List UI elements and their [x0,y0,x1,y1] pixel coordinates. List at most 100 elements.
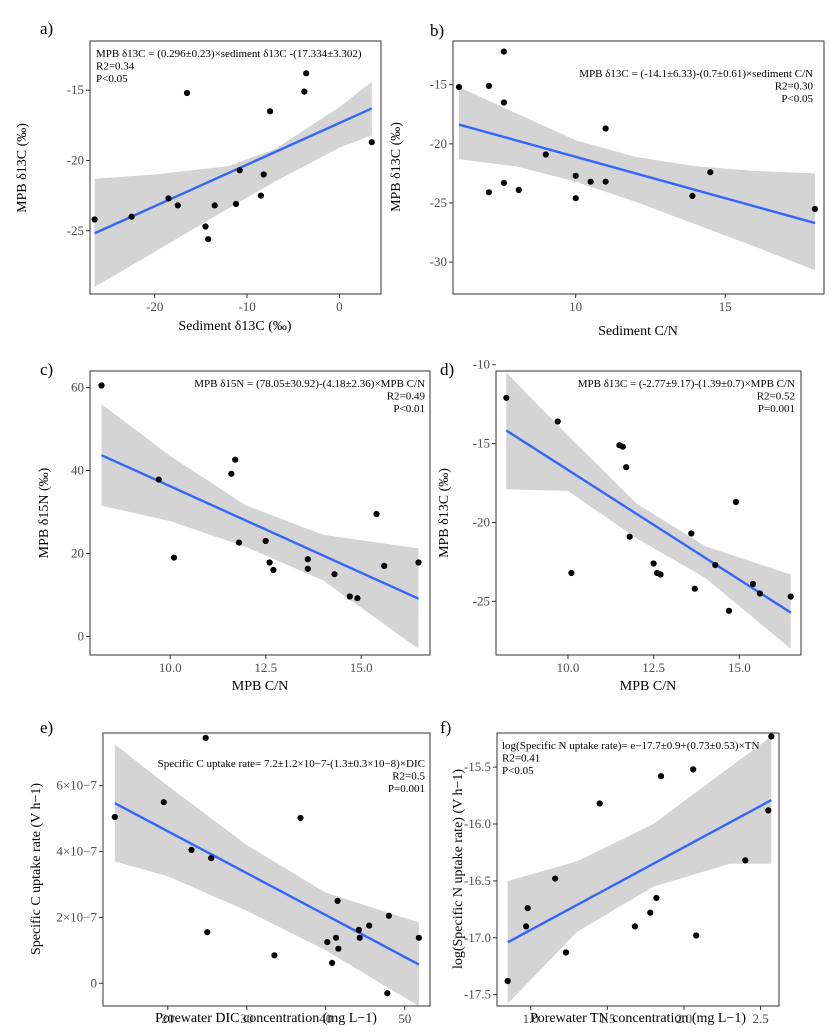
y-tick-label: -25 [473,593,490,608]
data-point [183,89,191,97]
data-point [267,108,274,115]
x-axis-label: Sediment δ13C (‰) [178,319,291,334]
data-point [354,595,361,602]
data-point [228,470,235,477]
data-point [500,48,507,55]
data-point [202,734,209,742]
data-point [304,556,311,563]
data-point [236,167,243,174]
panel-label: d) [440,360,454,379]
data-point [650,560,657,567]
panel-f: f) 1.0 1.5 2.0 2.5 -17.5 -17.0 -16.5 -16.0 -15.5 P… [440,718,780,1026]
data-point [515,186,522,194]
data-point [619,443,626,450]
data-point [768,733,775,740]
y-tick-label: -17.5 [464,987,491,1002]
data-point [270,566,277,574]
x-tick-label: 0 [336,299,343,314]
statistic-label: P<0.05 [781,93,813,105]
y-axis-label: MPB δ13C (‰) [389,122,404,212]
statistic-label: P=0.001 [388,783,425,795]
data-point [485,189,492,196]
data-point [596,800,603,807]
y-tick-label: 20 [71,545,84,560]
data-point [368,139,375,146]
data-point [504,977,511,985]
data-point [324,939,331,946]
x-tick-label: 20 [161,1011,174,1026]
data-point [562,949,570,956]
y-tick-label: 0 [91,975,98,990]
data-point [232,456,239,463]
data-point [707,169,714,176]
panel-c: c) 10.0 12.5 15.0 0 20 40 60 MPB C/N MPB δ15N (‰)… [37,360,431,694]
y-tick-label: -20 [430,136,447,151]
x-tick-label: 10 [569,299,582,314]
data-point [657,773,665,780]
data-point [355,926,362,934]
data-point [385,912,392,919]
plot-frame [496,732,780,1007]
x-tick-label: 10.0 [159,660,182,675]
x-tick-label: 2.0 [676,1011,692,1026]
y-tick-label: -30 [430,254,447,269]
y-tick-label: 40 [71,463,84,478]
x-tick-label: 15 [719,299,732,314]
y-tick-label: -15 [473,436,490,451]
regression-line [458,123,816,225]
data-point [455,84,463,91]
plot-frame [452,40,825,295]
panel-a: a) -20 -10 0 -25 -20 -15 Sediment δ13C (‰) MPB δ… [15,19,382,334]
data-point [554,418,561,425]
x-tick-label: 2.5 [752,1011,768,1026]
x-tick-label: -20 [146,299,163,314]
data-point [91,216,98,223]
data-point [346,593,353,600]
y-tick-label: 2×10−7 [56,909,97,924]
y-tick-label: -10 [473,357,490,372]
statistic-label: P<0.05 [502,765,534,777]
x-axis-label: MPB C/N [620,679,676,694]
panel-d: d) 10.0 12.5 15.0 -25 -20 -15 -10 MPB C/N MPB δ13… [437,357,802,694]
panel-label: f) [440,718,451,737]
y-tick-label: -16.5 [464,873,491,888]
y-axis-label: MPB δ13C (‰) [437,468,452,558]
data-point [756,590,764,597]
x-axis-label: Porewater TN concentration (mg L−1) [530,1011,746,1026]
y-tick-label: -25 [430,195,447,210]
data-point [366,922,373,929]
data-point [257,192,264,199]
data-point [332,934,340,941]
data-point [208,855,215,862]
panel-b: b) 10 15 -30 -25 -20 -15 Sediment C/N MPB δ13C (… [389,21,825,339]
statistic-label: R2=0.41 [502,753,540,765]
data-point [690,766,697,773]
statistic-label: P<0.05 [96,73,128,85]
data-point [381,562,388,570]
data-point [485,82,492,89]
data-point [334,897,341,905]
confidence-band [506,372,791,649]
data-point [211,202,218,209]
data-point [623,464,630,471]
data-point [587,178,594,185]
data-point [304,565,311,572]
statistic-label: R2=0.30 [775,81,814,93]
regression-equation: MPB δ13C = (0.296±0.23)×sediment δ13C -(… [96,48,362,60]
plot-frame [495,370,802,656]
x-tick-label: 40 [319,1011,332,1026]
data-point [524,905,531,912]
data-point [204,929,211,936]
data-point [712,562,719,569]
regression-equation: Specific C uptake rate= 7.2±1.2×10−7-(1.… [158,758,425,770]
regression-line [505,429,792,614]
data-point [657,571,664,578]
panel-e: e) 20 30 40 50 0 2×10−7 4×10−7 6×10−7 Porewater D… [29,718,431,1026]
data-point [725,607,733,614]
data-point [742,857,749,864]
x-tick-label: -10 [238,299,255,314]
data-point [260,171,267,178]
data-point [693,932,700,939]
data-point [765,807,772,814]
